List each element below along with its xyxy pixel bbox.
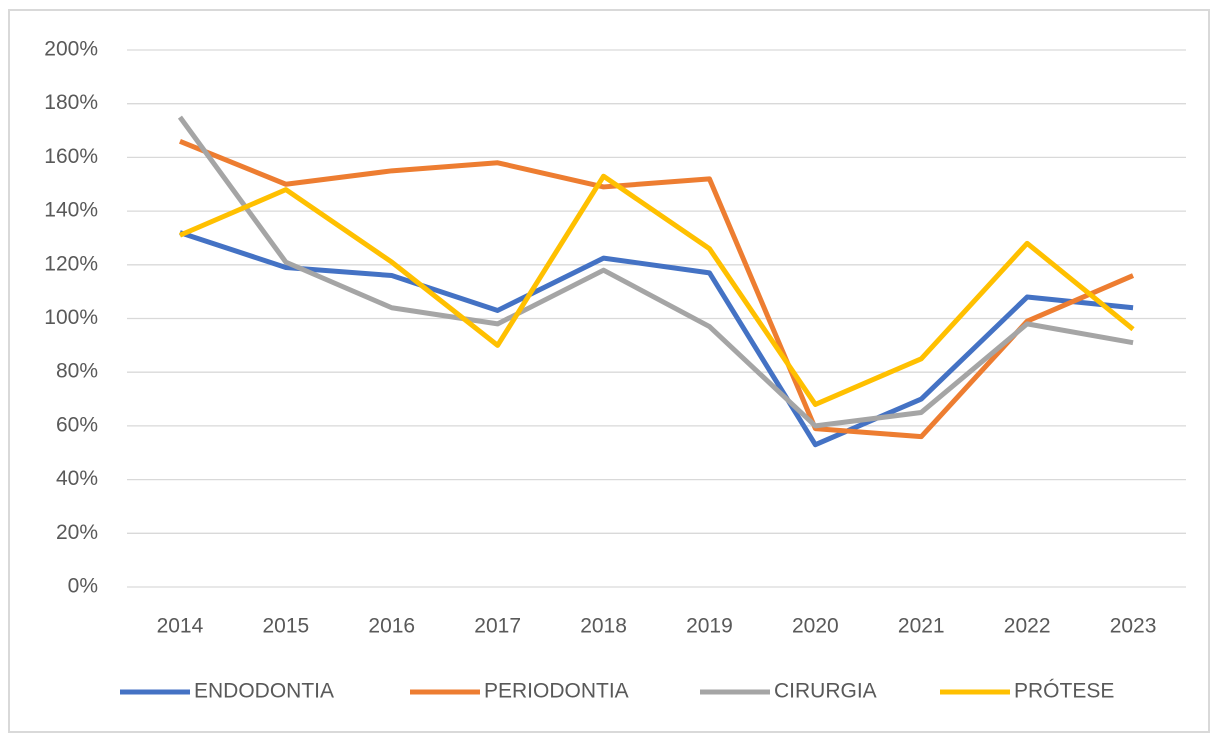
legend-label: CIRURGIA <box>774 680 877 703</box>
series-line <box>179 230 1134 448</box>
x-tick-label: 2020 <box>792 615 839 638</box>
x-tick-label: 2017 <box>474 615 521 638</box>
legend-label: PRÓTESE <box>1014 680 1114 703</box>
series-line <box>178 173 1135 407</box>
y-tick-label: 60% <box>56 413 98 436</box>
x-tick-label: 2019 <box>686 615 733 638</box>
legend-label: PERIODONTIA <box>484 680 629 703</box>
y-tick-label: 140% <box>44 199 98 222</box>
x-tick-label: 2016 <box>368 615 415 638</box>
y-tick-label: 160% <box>44 145 98 168</box>
y-tick-label: 80% <box>56 360 98 383</box>
series-line <box>179 138 1135 440</box>
y-tick-label: 200% <box>44 38 98 61</box>
x-tick-label: 2021 <box>898 615 945 638</box>
x-tick-label: 2014 <box>157 615 204 638</box>
y-tick-label: 20% <box>56 521 98 544</box>
x-tick-label: 2015 <box>262 615 309 638</box>
x-tick-label: 2022 <box>1004 615 1051 638</box>
series-line <box>177 115 1134 429</box>
y-tick-label: 40% <box>56 467 98 490</box>
legend-label: ENDODONTIA <box>194 680 334 703</box>
chart-frame <box>8 9 1210 733</box>
y-tick-label: 180% <box>44 91 98 114</box>
y-tick-label: 100% <box>44 306 98 329</box>
y-tick-label: 120% <box>44 252 98 275</box>
x-tick-label: 2018 <box>580 615 627 638</box>
x-tick-label: 2023 <box>1110 615 1157 638</box>
y-tick-label: 0% <box>68 575 98 598</box>
